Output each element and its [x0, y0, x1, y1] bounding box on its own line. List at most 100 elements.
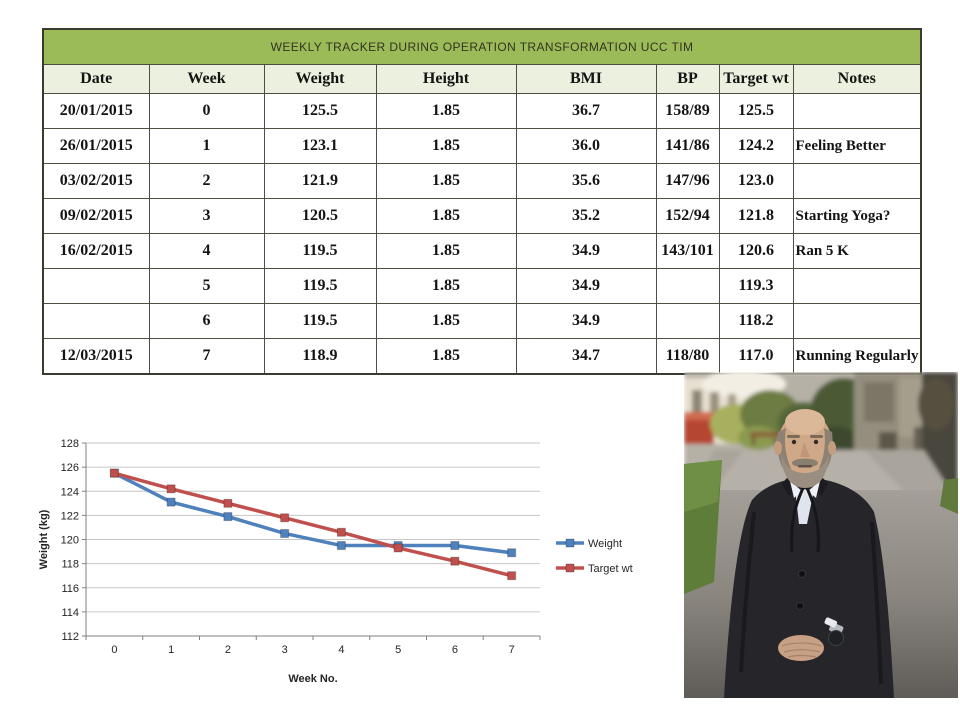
cell-bp: 158/89 — [655, 93, 720, 129]
hands — [778, 635, 824, 661]
cell-height: 1.85 — [375, 233, 517, 269]
cell-notes — [792, 163, 922, 199]
column-header-date: Date — [42, 64, 150, 94]
table-row-week-7: 12/03/2015 7 118.9 1.85 34.7 118/80 117.0 Runni… — [42, 338, 922, 375]
cell-height: 1.85 — [375, 163, 517, 199]
cell-target-wt: 117.0 — [718, 338, 794, 375]
shirt-collar — [790, 481, 802, 498]
cell-target-wt: 118.2 — [718, 303, 794, 339]
cell-date: 09/02/2015 — [42, 198, 150, 234]
cell-bp: 143/101 — [655, 233, 720, 269]
marker-target-wt — [223, 498, 233, 508]
x-tick-label: 5 — [395, 644, 401, 656]
cell-bmi: 34.9 — [515, 233, 657, 269]
photo-man-outdoors — [684, 372, 958, 698]
x-tick-label: 2 — [225, 644, 231, 656]
hair-left — [777, 428, 791, 471]
cell-bp — [655, 303, 720, 339]
legend-label: Target wt — [588, 563, 633, 575]
column-header-notes: Notes — [792, 64, 922, 94]
table-title: WEEKLY TRACKER DURING OPERATION TRANSFOR… — [42, 28, 922, 65]
cell-date: 12/03/2015 — [42, 338, 150, 375]
marker-target-wt — [450, 556, 460, 566]
eye — [813, 439, 819, 445]
y-axis-title: Weight (kg) — [38, 509, 50, 569]
cell-bp — [655, 268, 720, 304]
table-row-week-4: 16/02/2015 4 119.5 1.85 34.9 143/101 120.6 Ran … — [42, 233, 922, 269]
cell-bmi: 35.6 — [515, 163, 657, 199]
x-tick-label: 7 — [509, 644, 515, 656]
cell-week: 3 — [148, 198, 265, 234]
legend-item-weight: Weight — [556, 538, 622, 550]
eyebrow — [810, 435, 823, 438]
cell-target-wt: 124.2 — [718, 128, 794, 164]
eyebrow — [787, 435, 800, 438]
x-tick-label: 6 — [452, 644, 458, 656]
chart-legend: Weight Target wt — [556, 538, 633, 575]
grass-right — [940, 478, 958, 514]
x-tick-label: 4 — [338, 644, 344, 656]
table-row-week-6: 6 119.5 1.85 34.9 118.2 — [42, 303, 922, 339]
table-title-row: WEEKLY TRACKER DURING OPERATION TRANSFOR… — [42, 28, 922, 65]
marker-target-wt — [280, 513, 290, 523]
cell-height: 1.85 — [375, 303, 517, 339]
marker-weight — [280, 528, 290, 538]
shirt-cuff — [824, 617, 838, 628]
column-header-bp: BP — [655, 64, 720, 94]
y-tick-label: 124 — [61, 486, 79, 498]
cell-height: 1.85 — [375, 268, 517, 304]
weekly-tracker-table: WEEKLY TRACKER DURING OPERATION TRANSFOR… — [42, 28, 923, 375]
column-header-bmi: BMI — [515, 64, 657, 94]
cell-date — [42, 303, 150, 339]
cell-height: 1.85 — [375, 93, 517, 129]
marker-target-wt — [507, 571, 517, 581]
cell-target-wt: 121.8 — [718, 198, 794, 234]
table-header-row: Date Week Weight Height BMI BP Target wt Notes — [42, 64, 922, 94]
cell-weight: 123.1 — [263, 128, 377, 164]
cell-bmi: 34.7 — [515, 338, 657, 375]
cell-bp: 118/80 — [655, 338, 720, 375]
mouth — [798, 465, 812, 468]
cell-bmi: 34.9 — [515, 268, 657, 304]
chart-axis-labels: 112 114 116 118 120 122 124 126 128 0 1 2 3 4 5 6 7 Week … — [38, 438, 515, 685]
cell-notes — [792, 303, 922, 339]
cell-bmi: 35.2 — [515, 198, 657, 234]
series-weight — [109, 468, 517, 558]
cell-notes — [792, 93, 922, 129]
cell-weight: 120.5 — [263, 198, 377, 234]
marker-weight — [166, 497, 176, 507]
cell-weight: 118.9 — [263, 338, 377, 375]
table-body: 20/01/2015 0 125.5 1.85 36.7 158/89 125.5 26/01… — [42, 93, 922, 375]
y-tick-label: 120 — [61, 535, 79, 547]
cell-week: 6 — [148, 303, 265, 339]
cell-target-wt: 125.5 — [718, 93, 794, 129]
cell-bp: 152/94 — [655, 198, 720, 234]
y-tick-label: 114 — [61, 607, 79, 619]
chart-axes — [82, 442, 541, 640]
column-header-target-wt: Target wt — [718, 64, 794, 94]
cell-height: 1.85 — [375, 198, 517, 234]
marker-weight — [450, 541, 460, 551]
cell-date: 16/02/2015 — [42, 233, 150, 269]
chart-gridlines — [86, 442, 540, 613]
photo-man — [724, 409, 894, 698]
cell-date: 26/01/2015 — [42, 128, 150, 164]
nose — [800, 442, 810, 457]
cell-height: 1.85 — [375, 128, 517, 164]
table-row-week-0: 20/01/2015 0 125.5 1.85 36.7 158/89 125.5 — [42, 93, 922, 129]
marker-weight — [507, 548, 517, 558]
cell-weight: 121.9 — [263, 163, 377, 199]
coat-button — [796, 602, 804, 610]
y-tick-label: 118 — [61, 559, 79, 571]
legend-marker-icon — [565, 538, 575, 548]
ear — [828, 441, 836, 455]
cell-target-wt: 120.6 — [718, 233, 794, 269]
cell-weight: 119.5 — [263, 268, 377, 304]
weight-chart: 112 114 116 118 120 122 124 126 128 0 1 2 3 4 5 6 7 Week … — [35, 423, 675, 703]
cell-target-wt: 119.3 — [718, 268, 794, 304]
cell-bmi: 36.0 — [515, 128, 657, 164]
cell-height: 1.85 — [375, 338, 517, 375]
marker-target-wt — [393, 543, 403, 553]
ear — [774, 441, 782, 455]
